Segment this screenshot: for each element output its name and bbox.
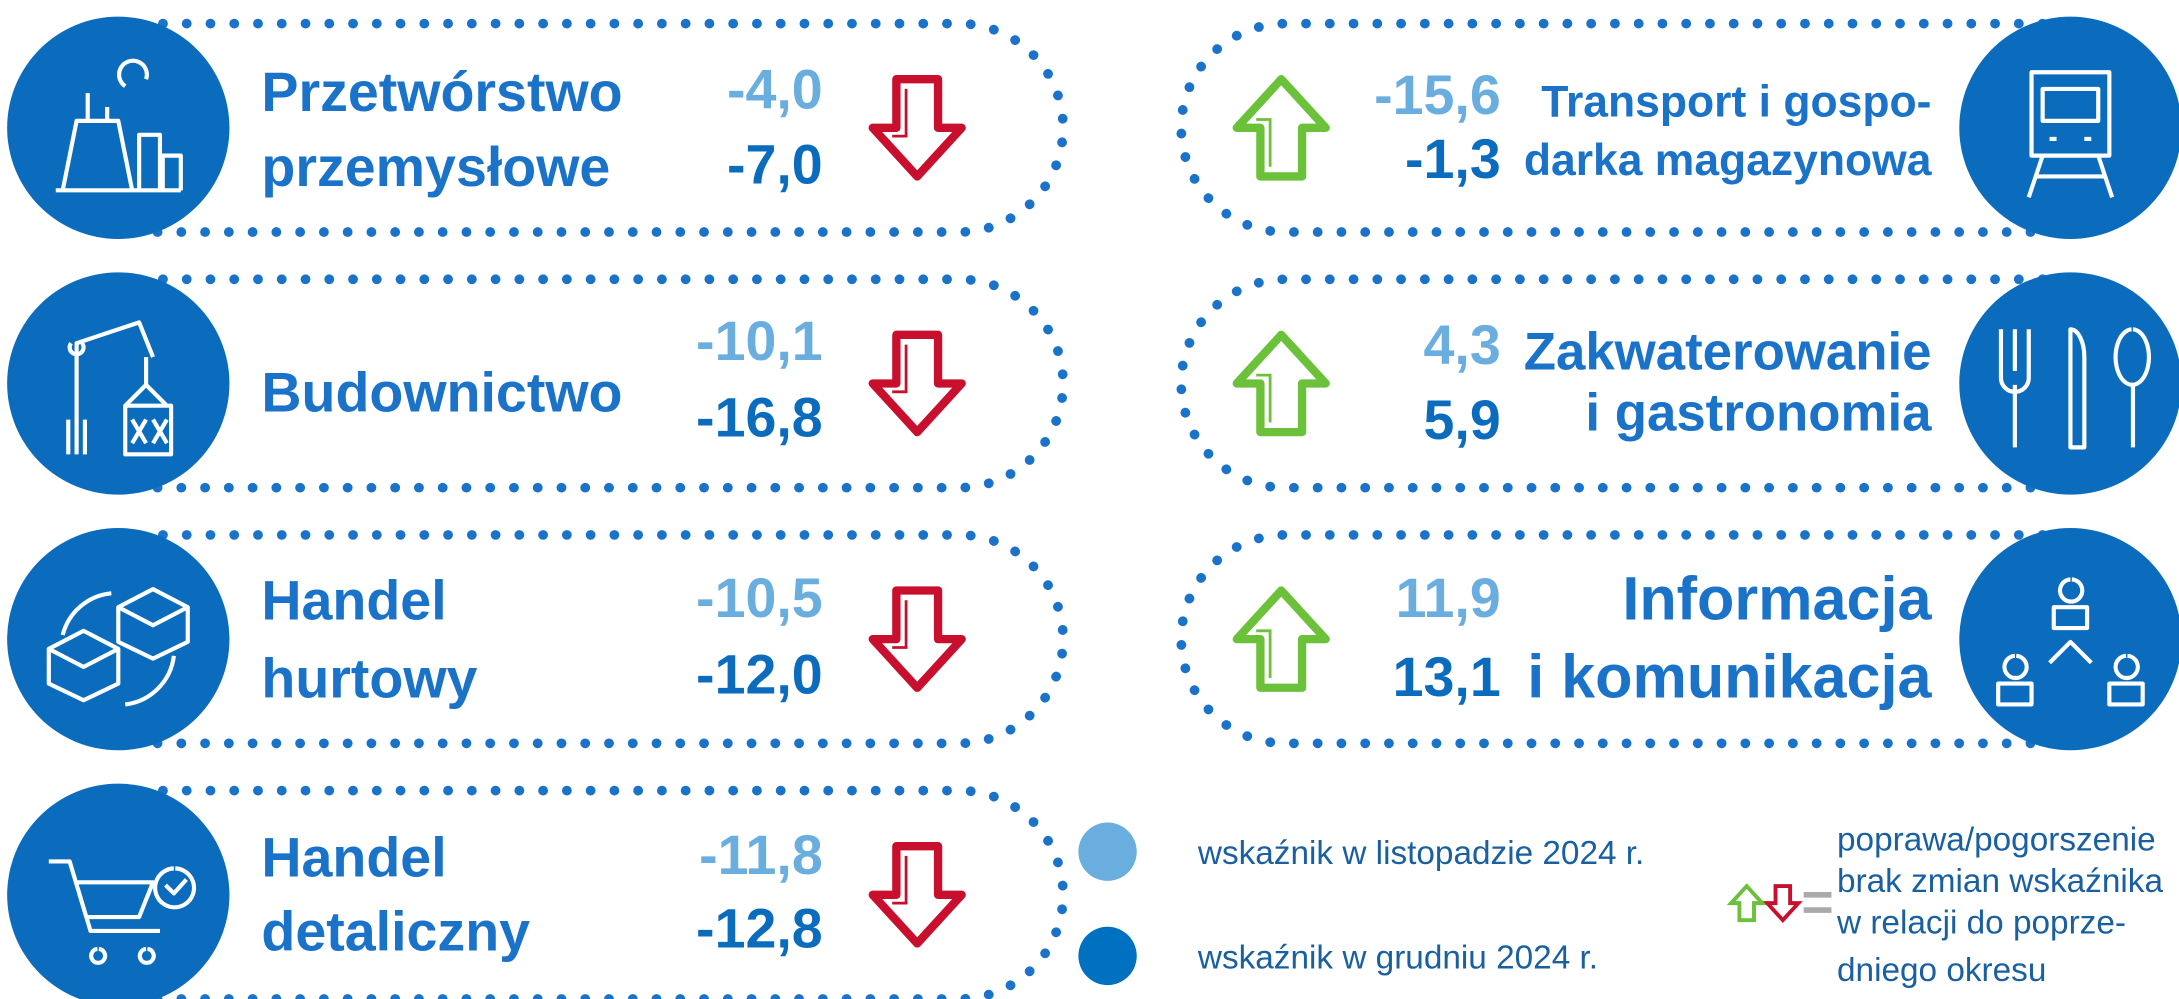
trend-arrow (868, 841, 966, 948)
value-november: 4,3 (1424, 314, 1501, 376)
legend: wskaźnik w listopadzie 2024 r. wskaźnik … (1078, 822, 1832, 986)
sector: Handel hurtowy -10,5 -12,0 (7, 527, 1068, 751)
dotted-outline (1176, 18, 2048, 237)
trend-arrow (868, 586, 966, 692)
sector: Transport i gospo-darka magazynowa -15,6-… (1176, 16, 2179, 239)
trend-arrow-inner (1256, 373, 1272, 423)
value-november: 11,9 (1396, 567, 1501, 629)
wholesale-icon (46, 587, 190, 707)
legend-note: w relacji do poprze- (1836, 905, 2126, 942)
legend-dec-dot (1078, 926, 1137, 986)
icon-circle (7, 783, 230, 999)
sector-name: i gastronomia (1585, 384, 1932, 443)
trend-arrow (1232, 330, 1330, 437)
sector: Budownictwo -10,1 -16,8 (7, 272, 1068, 495)
dotted-outline (134, 18, 1068, 237)
network-icon (1996, 577, 2145, 707)
value-november: -10,5 (696, 567, 823, 629)
sector-name: Informacja (1622, 565, 1932, 633)
legend-note: brak zmian wskaźnika (1837, 863, 2163, 900)
sector-name: Przetwórstwo (261, 61, 622, 123)
trend-arrow-inner (1256, 118, 1272, 167)
sector: Handel detaliczny -11,8 -12,8 (7, 783, 1068, 999)
sector: Przetwórstwo przemysłowe -4,0 -7,0 (7, 16, 1068, 239)
legend-nov: wskaźnik w listopadzie 2024 r. (1197, 835, 1644, 872)
dotted-outline (134, 530, 1068, 749)
value-november: -10,1 (696, 310, 823, 372)
train-icon (2026, 70, 2115, 198)
trend-arrow-inner (892, 344, 908, 394)
trend-arrow (1232, 75, 1330, 181)
sector-name: Zakwaterowanie (1524, 323, 1932, 382)
value-december: -16,8 (696, 386, 823, 448)
sector-name: hurtowy (261, 647, 477, 709)
icons (46, 58, 2152, 965)
legend-dec: wskaźnik w grudniu 2024 r. (1197, 939, 1598, 976)
legend-equal (1803, 892, 1832, 913)
value-november: -11,8 (699, 824, 823, 886)
legend-up-arrow (1726, 883, 1767, 923)
sector-name: Handel (261, 827, 446, 889)
icon-circle (1959, 16, 2179, 239)
trend-arrow (868, 75, 966, 181)
legend-note: dniego okresu (1837, 952, 2046, 989)
trend-arrow-inner (892, 855, 908, 905)
sector: Informacja i komunikacja 11,9 13,1 (1176, 528, 2179, 751)
value-november: -15,6 (1374, 64, 1501, 126)
legend-down-arrow (1762, 884, 1803, 924)
sector-name: Transport i gospo- (1541, 78, 1931, 127)
legend-note: poprawa/pogorszenie (1837, 821, 2156, 858)
dotted-outline (134, 785, 1068, 999)
trend-arrow-inner (892, 600, 908, 649)
value-december: -12,0 (696, 643, 823, 705)
cart-icon (48, 859, 197, 965)
dotted-outline (1176, 274, 2048, 493)
sector-name: darka magazynowa (1524, 136, 1932, 185)
value-december: 13,1 (1393, 646, 1501, 708)
cutlery-icon (1998, 327, 2152, 450)
sector-name: Handel (261, 570, 446, 632)
sector-name: i komunikacja (1527, 642, 1932, 710)
dotted-outline (1176, 530, 2048, 749)
icon-circle (1959, 528, 2179, 751)
sector-name: detaliczny (261, 900, 530, 962)
crane-icon (66, 320, 174, 457)
sector-name: przemysłowe (261, 136, 610, 198)
trend-arrow-inner (892, 88, 908, 138)
icon-circle (7, 272, 230, 495)
sector-name: Budownictwo (261, 361, 622, 423)
value-december: -1,3 (1405, 128, 1501, 190)
value-december: 5,9 (1424, 389, 1501, 451)
value-november: -4,0 (727, 58, 823, 120)
value-december: -7,0 (727, 133, 823, 195)
trend-arrow-inner (1256, 629, 1272, 679)
trend-arrow (1232, 586, 1330, 692)
trend-arrow (868, 330, 966, 437)
legend-nov-dot (1078, 822, 1137, 881)
value-december: -12,8 (696, 898, 823, 960)
factory-icon (55, 58, 183, 193)
